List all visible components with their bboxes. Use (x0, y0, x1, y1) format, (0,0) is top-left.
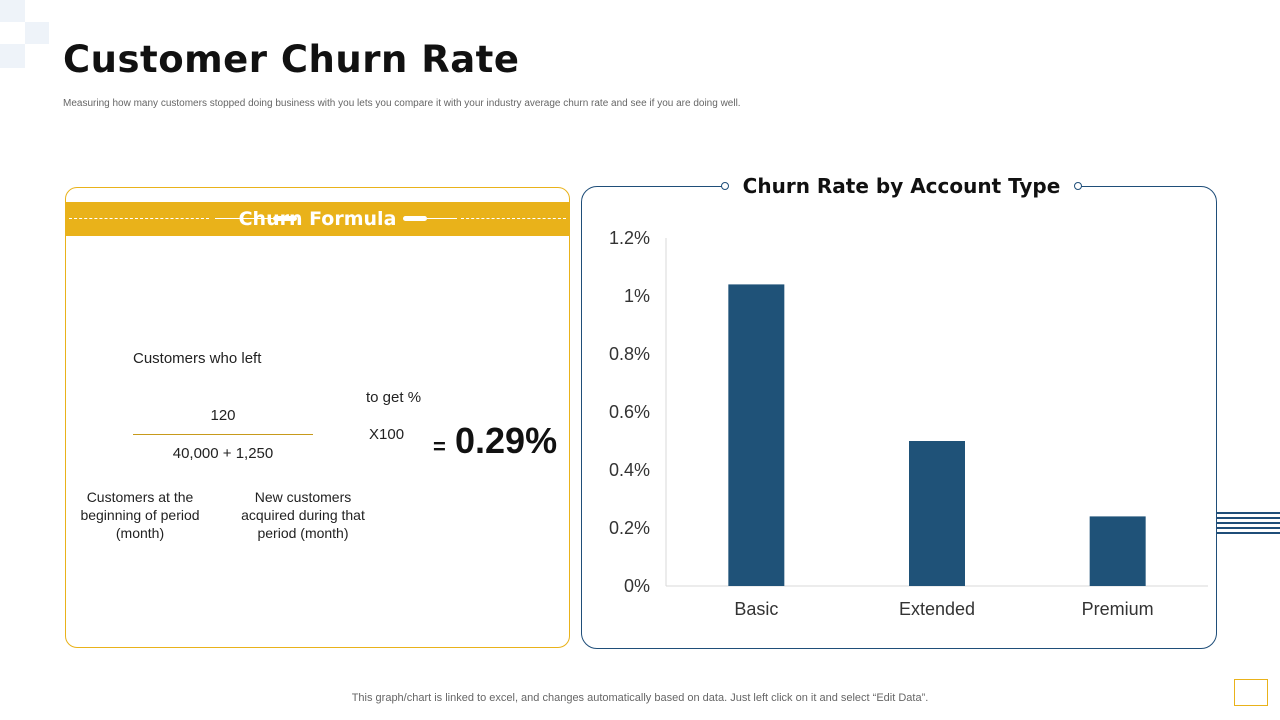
band-line-left (215, 218, 275, 219)
page-title: Customer Churn Rate (63, 38, 520, 81)
bars (728, 284, 1146, 586)
formula-header: Churn Formula (238, 208, 397, 230)
y-tick-label: 0.4% (609, 460, 650, 480)
y-tick-label: 1% (624, 286, 650, 306)
y-tick-label: 0% (624, 576, 650, 596)
chart-title-backdrop (724, 170, 1079, 206)
y-tick-label: 1.2% (609, 228, 650, 248)
numerator-label: Customers who left (133, 350, 262, 367)
denominator-label-right: New customers acquired during that perio… (241, 489, 365, 541)
bar-premium[interactable] (1089, 516, 1146, 586)
band-line-right (427, 218, 457, 219)
formula-card (65, 187, 570, 648)
denominator-label-left: Customers at the beginning of period (mo… (80, 489, 200, 541)
denominator-value: 40,000 + 1,250 (172, 445, 274, 462)
bar-chart: 0% 0.2% 0.4% 0.6% 0.8% 1% 1.2% Basic Extended Pr… (609, 228, 1208, 619)
band-pill-left (273, 216, 297, 221)
page-subtitle: Measuring how many customers stopped doi… (63, 98, 741, 109)
y-tick-label: 0.2% (609, 518, 650, 538)
fraction-line (133, 434, 313, 435)
x-tick-label-extended: Extended (899, 599, 975, 619)
y-tick-label: 0.8% (609, 344, 650, 364)
band-dash-left (69, 218, 209, 219)
footer-note: This graph/chart is linked to excel, and… (351, 692, 929, 704)
formula-header-band: Churn Formula (65, 202, 570, 236)
chart-title-dot-left (721, 182, 729, 190)
corner-box (1234, 679, 1268, 706)
y-axis-ticks: 0% 0.2% 0.4% 0.6% 0.8% 1% 1.2% (609, 228, 650, 596)
x-tick-label-premium: Premium (1082, 599, 1154, 619)
equals-sign: = (433, 434, 446, 459)
chart-title-dot-right (1074, 182, 1082, 190)
corner-decoration (0, 0, 50, 70)
x-tick-label-basic: Basic (734, 599, 778, 619)
formula-result: 0.29% (455, 420, 558, 461)
y-tick-label: 0.6% (609, 402, 650, 422)
bar-basic[interactable] (728, 284, 785, 586)
multiplier-label: X100 (369, 426, 405, 443)
numerator-value: 120 (210, 407, 236, 424)
side-stripes (1217, 512, 1280, 537)
band-dash-right (461, 218, 566, 219)
x-axis-labels: Basic Extended Premium (734, 599, 1153, 619)
bar-extended[interactable] (909, 441, 965, 586)
chart-title: Churn Rate by Account Type (742, 174, 1061, 198)
band-pill-right (403, 216, 427, 221)
to-get-percent-label: to get % (366, 389, 422, 406)
